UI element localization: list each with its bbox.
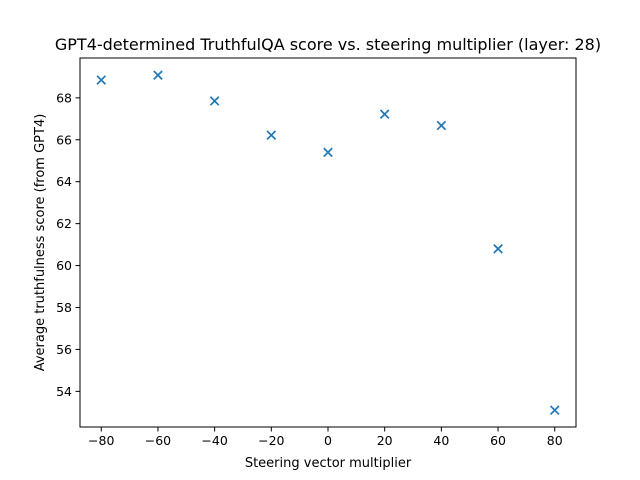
x-tick-label: −60 bbox=[145, 433, 171, 448]
chart-title: GPT4-determined TruthfulQA score vs. ste… bbox=[55, 35, 601, 54]
x-tick-label: −40 bbox=[201, 433, 227, 448]
y-axis-ticks: 54 56 58 60 62 64 66 68 bbox=[56, 90, 80, 399]
data-point bbox=[436, 120, 447, 131]
y-tick-label: 54 bbox=[56, 384, 72, 399]
x-tick-label: −80 bbox=[88, 433, 114, 448]
x-axis-ticks: −80 −60 −40 −20 0 20 40 60 80 bbox=[88, 427, 563, 448]
y-tick-label: 66 bbox=[56, 132, 72, 147]
data-point bbox=[549, 405, 560, 416]
data-point bbox=[379, 109, 390, 119]
y-tick-label: 62 bbox=[56, 216, 72, 231]
data-point bbox=[323, 147, 333, 158]
x-tick-label: 80 bbox=[547, 433, 563, 448]
x-axis-label: Steering vector multiplier bbox=[245, 456, 412, 471]
data-point bbox=[266, 130, 277, 140]
data-points bbox=[96, 70, 560, 416]
x-tick-label: 60 bbox=[490, 433, 506, 448]
x-tick-label: 0 bbox=[324, 433, 332, 448]
y-tick-label: 56 bbox=[56, 342, 72, 357]
plot-area-frame bbox=[79, 57, 577, 428]
data-point bbox=[209, 96, 220, 106]
data-point bbox=[493, 243, 503, 254]
data-point bbox=[153, 70, 163, 80]
x-tick-label: −20 bbox=[258, 433, 284, 448]
y-tick-label: 58 bbox=[56, 300, 72, 315]
y-tick-label: 60 bbox=[56, 258, 72, 273]
x-tick-label: 40 bbox=[433, 433, 449, 448]
x-tick-label: 20 bbox=[377, 433, 393, 448]
data-point bbox=[96, 75, 107, 85]
y-tick-label: 64 bbox=[56, 174, 72, 189]
y-tick-label: 68 bbox=[56, 90, 72, 105]
y-axis-label: Average truthfulness score (from GPT4) bbox=[33, 114, 48, 372]
